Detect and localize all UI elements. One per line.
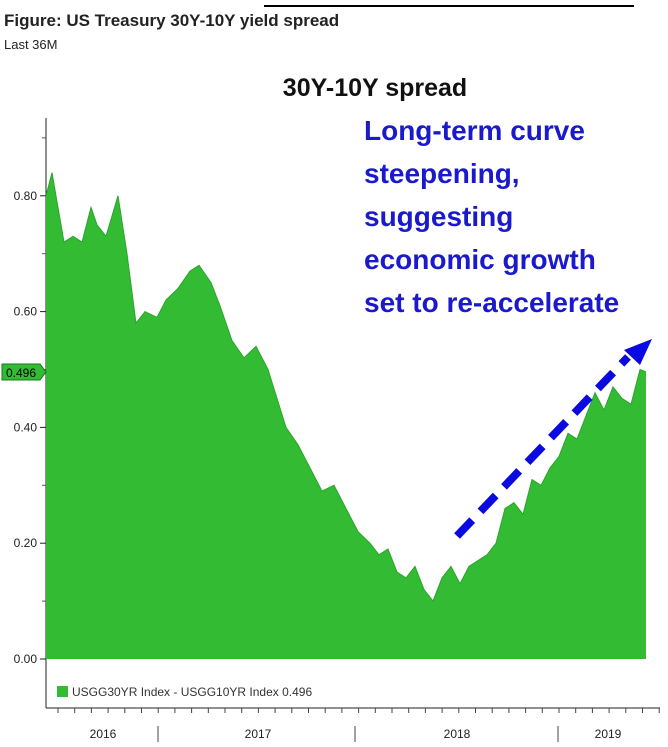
series-area	[46, 172, 646, 659]
y-tick-label: 0.00	[14, 652, 38, 666]
last-value-tag-shape	[1, 363, 47, 381]
annotation-line-1: Long-term curve	[364, 115, 585, 146]
annotation-line-2: steepening,	[364, 158, 520, 189]
annotation-text: Long-term curve steepening, suggesting e…	[364, 115, 619, 318]
trend-arrow-shaft	[454, 354, 631, 539]
x-tick-label: 2016	[90, 727, 117, 741]
top-rule	[264, 5, 634, 7]
annotation-line-5: set to re-accelerate	[364, 287, 619, 318]
legend: USGG30YR Index - USGG10YR Index 0.496	[50, 680, 330, 704]
figure-subtitle: Last 36M	[4, 37, 58, 52]
y-tick-label: 0.20	[14, 536, 38, 550]
y-tick-label: 0.40	[14, 420, 38, 434]
x-tick-label: 2018	[444, 727, 471, 741]
annotation-line-4: economic growth	[364, 244, 596, 275]
x-tick-label: 2019	[595, 727, 622, 741]
last-value-label: 0.496	[6, 366, 36, 380]
annotation-line-3: suggesting	[364, 201, 513, 232]
legend-swatch	[57, 686, 68, 697]
y-tick-label: 0.60	[14, 305, 38, 319]
trend-arrow-head	[624, 339, 652, 365]
legend-label: USGG30YR Index - USGG10YR Index 0.496	[72, 685, 312, 699]
legend-box	[50, 680, 330, 704]
x-tick-label: 2017	[245, 727, 272, 741]
chart-title: 30Y-10Y spread	[283, 74, 467, 102]
y-axis-ticks: 0.00 0.20 0.40 0.60 0.80	[14, 137, 46, 666]
last-value-tag: 0.496	[1, 363, 47, 381]
x-axis-ticks: 2016 2017 2018 2019	[57, 708, 660, 742]
figure-title: Figure: US Treasury 30Y-10Y yield spread	[4, 11, 340, 30]
y-tick-label: 0.80	[14, 189, 38, 203]
series-line	[45, 172, 647, 603]
